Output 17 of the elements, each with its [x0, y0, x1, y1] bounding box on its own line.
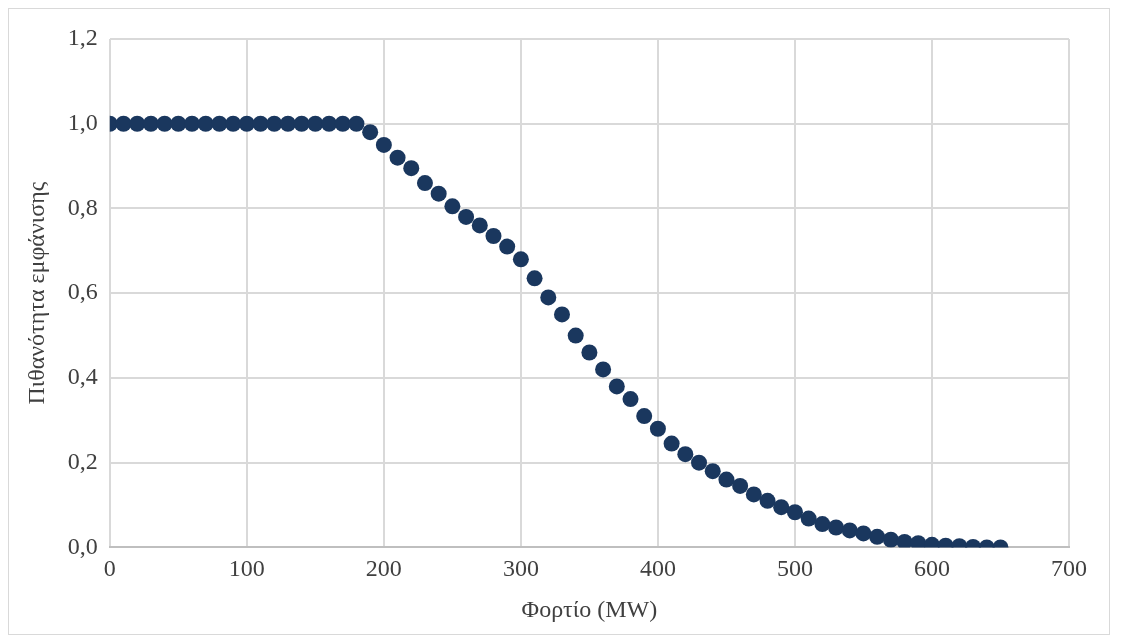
- x-tick-label: 600: [913, 555, 950, 582]
- y-tick-label: 0,2: [67, 447, 98, 474]
- x-tick-label: 0: [103, 555, 116, 582]
- y-axis-title: Πιθανότητα εμφάνισης: [22, 181, 49, 405]
- y-tick-label: 0,0: [67, 532, 98, 559]
- y-tick-label: 1,2: [67, 24, 98, 51]
- y-tick-label: 0,4: [67, 363, 98, 390]
- x-tick-label: 300: [502, 555, 539, 582]
- x-tick-label: 200: [365, 555, 402, 582]
- x-tick-label: 400: [639, 555, 676, 582]
- x-tick-label: 100: [228, 555, 265, 582]
- x-tick-label: 700: [1051, 555, 1087, 582]
- y-tick-label: 0,8: [67, 193, 98, 220]
- y-tick-label: 1,0: [67, 109, 98, 136]
- x-tick-label: 500: [776, 555, 813, 582]
- y-tick-label: 0,6: [67, 278, 98, 305]
- x-axis-title: Φορτίο (MW): [521, 595, 658, 622]
